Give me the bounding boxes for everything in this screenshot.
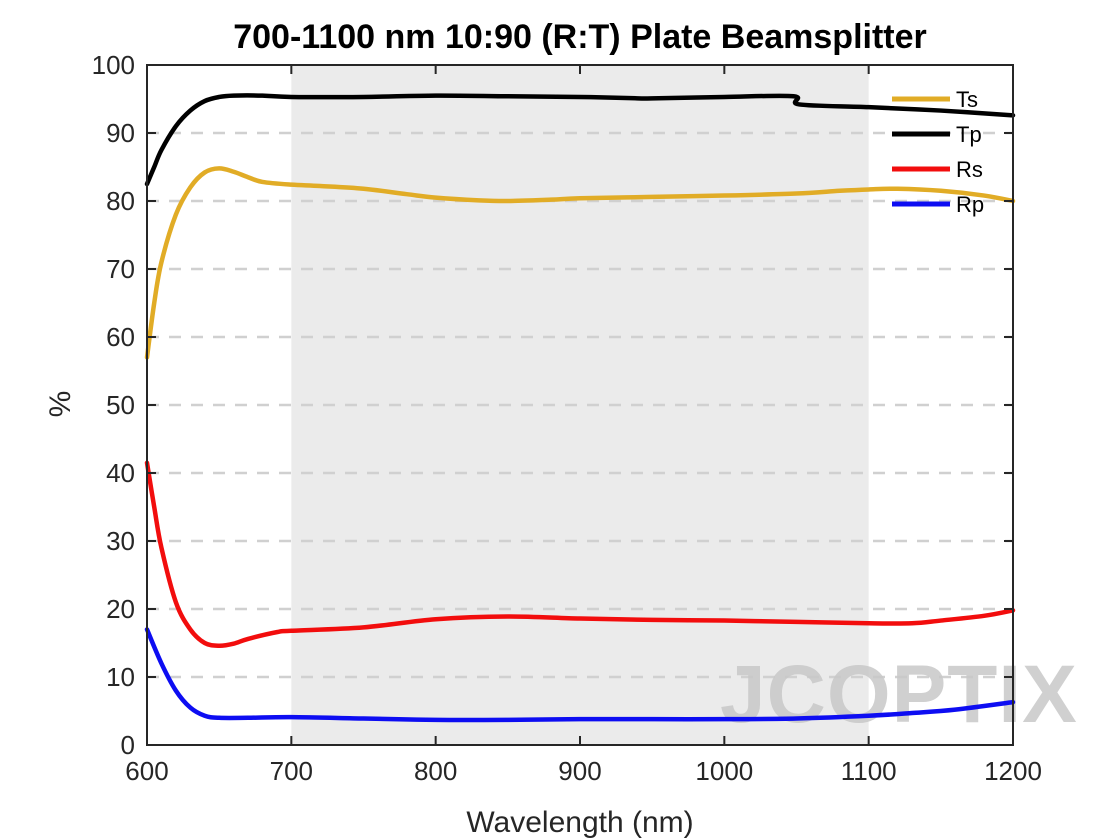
watermark-logo: JCOPTIX (720, 649, 1078, 740)
x-tick-label-600: 600 (125, 756, 168, 786)
legend-label-rs: Rs (956, 157, 983, 182)
y-tick-label-40: 40 (106, 458, 135, 488)
legend-label-ts: Ts (956, 87, 978, 112)
x-tick-label-1200: 1200 (984, 756, 1042, 786)
y-tick-label-10: 10 (106, 662, 135, 692)
chart-title: 700-1100 nm 10:90 (R:T) Plate Beamsplitt… (233, 18, 927, 56)
y-tick-label-70: 70 (106, 254, 135, 284)
x-axis-label: Wavelength (nm) (466, 806, 693, 839)
y-tick-label-20: 20 (106, 594, 135, 624)
y-tick-label-50: 50 (106, 390, 135, 420)
series-line-ts (144, 166, 1016, 360)
y-tick-label-90: 90 (106, 118, 135, 148)
series-line-rp (144, 627, 1016, 723)
tick-marks (146, 64, 1014, 746)
y-tick-labels: 0 10 20 30 40 50 60 70 80 90 100 (92, 50, 135, 760)
x-tick-label-700: 700 (270, 756, 313, 786)
series-line-rs (144, 460, 1016, 648)
x-tick-label-800: 800 (414, 756, 457, 786)
y-tick-label-60: 60 (106, 322, 135, 352)
series-lines (144, 93, 1016, 723)
y-tick-label-30: 30 (106, 526, 135, 556)
y-axis-label: % (44, 391, 77, 418)
x-tick-label-1000: 1000 (695, 756, 753, 786)
x-tick-label-900: 900 (558, 756, 601, 786)
watermark: JCOPTIX (720, 649, 1078, 740)
y-tick-label-80: 80 (106, 186, 135, 216)
series-line-tp (144, 93, 1016, 187)
legend-label-tp: Tp (956, 122, 982, 147)
legend-label-rp: Rp (956, 192, 984, 217)
x-tick-labels: 600 700 800 900 1000 1100 1200 (125, 756, 1042, 786)
y-tick-label-0: 0 (121, 730, 135, 760)
x-tick-label-1100: 1100 (841, 756, 897, 786)
legend: Ts Tp Rs Rp (892, 87, 984, 217)
y-tick-label-100: 100 (92, 50, 135, 80)
